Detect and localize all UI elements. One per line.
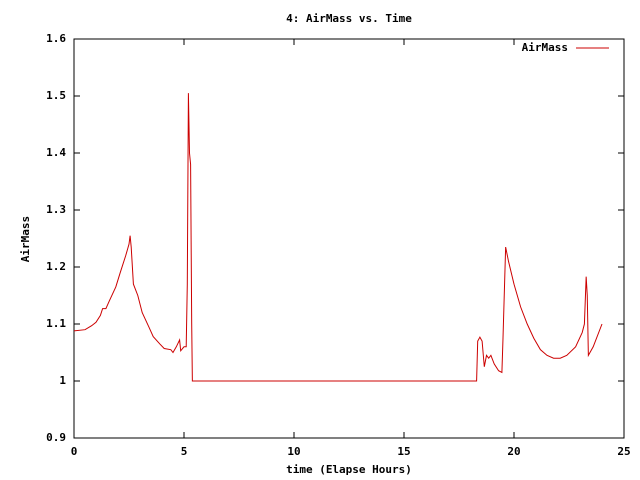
data-line [73,93,603,382]
legend-label: AirMass [522,41,568,54]
x-tick-label: 15 [397,445,410,458]
x-tick-label: 20 [507,445,520,458]
x-tick-label: 5 [181,445,188,458]
plot-frame [73,38,625,439]
x-tick-label: 10 [287,445,300,458]
x-tick-label: 25 [617,445,630,458]
y-tick-label: 0.9 [46,431,66,444]
x-axis-label: time (Elapse Hours) [286,463,412,476]
chart-title: 4: AirMass vs. Time [286,12,412,25]
y-tick-label: 1.5 [46,89,66,102]
y-axis-label: AirMass [19,216,32,262]
y-tick-label: 1.3 [46,203,66,216]
x-tick-label: 0 [71,445,78,458]
y-tick-label: 1 [59,374,66,387]
y-tick-label: 1.2 [46,260,66,273]
y-tick-label: 1.1 [46,317,66,330]
y-tick-label: 1.4 [46,146,66,159]
y-tick-label: 1.6 [46,32,66,45]
